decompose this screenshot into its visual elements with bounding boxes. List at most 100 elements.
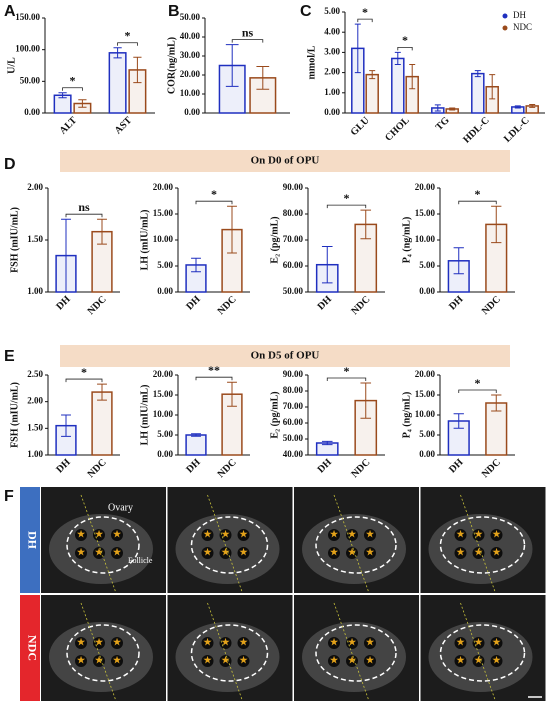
error-bar	[227, 381, 237, 407]
y-tick-label: 5.00	[324, 6, 340, 16]
y-tick-label: 1.50	[27, 234, 43, 244]
sig-bracket	[65, 378, 103, 383]
follicle-star: ★	[95, 547, 104, 557]
sig-bracket	[195, 200, 233, 205]
sig-bracket	[326, 204, 367, 209]
error-bar	[321, 440, 333, 446]
error-bar	[491, 205, 502, 244]
follicle-star: ★	[456, 655, 465, 665]
follicle-star: ★	[366, 547, 375, 557]
y-tick-label: 5.00	[157, 260, 173, 270]
y-tick-label: 50.00	[283, 433, 304, 443]
follicle	[219, 547, 232, 559]
follicle-star: ★	[203, 529, 212, 539]
y-tick-label: 2.00	[27, 396, 43, 406]
follicle	[201, 637, 214, 649]
x-tick-label: LDL-C	[502, 115, 532, 145]
error-bar	[449, 107, 456, 111]
follicle-star: ★	[456, 547, 465, 557]
image-annotation: Ovary	[108, 502, 133, 513]
y-tick-label: 2.00	[324, 67, 340, 77]
y-tick-label: 20.00	[415, 182, 436, 192]
follicle-star: ★	[330, 547, 339, 557]
y-tick-label: 15.00	[415, 389, 436, 399]
y-tick-label: 20.00	[415, 369, 436, 379]
guide-line	[460, 602, 496, 702]
follicle-star: ★	[348, 655, 357, 665]
error-bar	[409, 64, 416, 90]
sig-bracket	[195, 376, 233, 381]
follicle	[454, 547, 467, 559]
y-tick-label: 3.00	[324, 46, 340, 56]
x-tick-label: NDC	[349, 457, 372, 480]
follicle	[111, 637, 123, 649]
legend-label: NDC	[513, 22, 532, 32]
panel-letter: B	[168, 3, 180, 20]
x-tick-label: DH	[54, 457, 73, 476]
error-bar	[529, 104, 536, 108]
x-tick-label: DH	[447, 457, 466, 476]
follicle	[328, 637, 340, 649]
y-tick-label: 70.00	[283, 401, 304, 411]
ovary-outline	[190, 624, 269, 682]
error-bar	[360, 382, 372, 419]
bar	[108, 52, 127, 114]
x-tick-label: NDC	[86, 294, 109, 317]
y-tick-label: 90.00	[283, 369, 304, 379]
sig-label: **	[208, 363, 220, 377]
follicle	[454, 655, 467, 667]
error-bar	[113, 47, 122, 59]
y-tick-label: 0.00	[157, 449, 173, 459]
follicle-star: ★	[77, 655, 86, 665]
x-tick-label: NDC	[480, 294, 503, 317]
error-bar	[191, 257, 201, 273]
follicle-star: ★	[221, 529, 230, 539]
y-tick-label: 20.00	[153, 182, 174, 192]
error-bar	[61, 414, 71, 437]
follicle	[364, 529, 376, 541]
y-tick-label: 70.00	[283, 234, 304, 244]
y-tick-label: 0.00	[324, 107, 340, 117]
follicle-star: ★	[113, 529, 122, 539]
banner: On D5 of OPU	[251, 350, 320, 362]
y-tick-label: 0.00	[419, 449, 435, 459]
guide-line	[207, 602, 243, 702]
sig-label: *	[402, 33, 408, 47]
error-bar	[489, 74, 496, 100]
follicle-star: ★	[239, 637, 248, 647]
y-tick-label: 30.00	[180, 50, 201, 60]
ovary-outline	[66, 516, 140, 574]
sig-label: ns	[242, 25, 254, 39]
follicle	[454, 529, 467, 541]
error-bar	[225, 44, 239, 87]
follicle	[75, 637, 87, 649]
banner-bg	[60, 150, 510, 172]
x-tick-label: DH	[184, 457, 203, 476]
follicle	[364, 547, 376, 559]
follicle-star: ★	[492, 655, 501, 665]
y-tick-label: 0.00	[184, 107, 200, 117]
sig-label: *	[344, 191, 350, 205]
follicle	[328, 655, 340, 667]
y-tick-label: 150.00	[15, 12, 40, 22]
y-tick-label: 4.00	[324, 26, 340, 36]
follicle	[490, 655, 503, 667]
follicle-star: ★	[221, 637, 230, 647]
follicle	[201, 547, 214, 559]
follicle-star: ★	[348, 547, 357, 557]
follicle-star: ★	[77, 529, 86, 539]
follicle	[111, 655, 123, 667]
y-tick-label: 15.00	[415, 208, 436, 218]
y-tick-label: 10.00	[415, 409, 436, 419]
sig-bracket	[397, 47, 413, 51]
y-tick-label: 100.00	[15, 44, 40, 54]
follicle-star: ★	[492, 529, 501, 539]
y-tick-label: 50.00	[20, 75, 41, 85]
sig-label: *	[475, 187, 481, 201]
y-axis-label: E₂ (pg/mL)	[269, 391, 280, 438]
sig-bracket	[117, 42, 138, 46]
follicle	[75, 655, 87, 667]
follicle	[201, 655, 214, 667]
y-axis-label: FSH (mIU/mL)	[9, 382, 20, 448]
sig-bracket	[326, 377, 367, 381]
